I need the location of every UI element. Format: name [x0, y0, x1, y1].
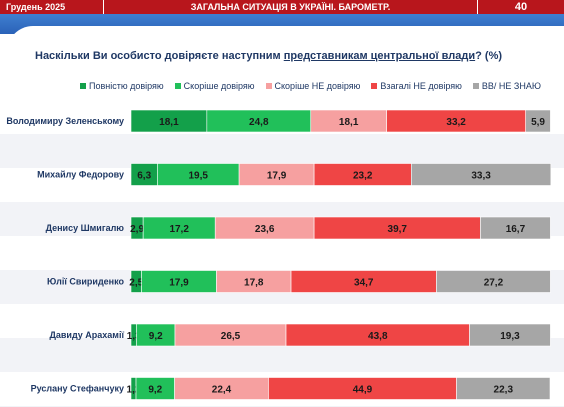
data-label: 6,3	[137, 171, 151, 182]
legend-swatch	[174, 83, 181, 89]
question-suffix: ? (%)	[475, 50, 503, 62]
page-number: 40	[514, 1, 528, 13]
data-label: 16,7	[506, 224, 526, 235]
data-label: 43,8	[368, 331, 388, 342]
data-label: 18,1	[159, 117, 179, 128]
data-label: 39,7	[388, 224, 408, 235]
data-label: 9,2	[148, 385, 162, 396]
legend-label: ВВ/ НЕ ЗНАЮ	[481, 81, 541, 91]
data-label: 17,2	[169, 224, 189, 235]
bar-segment	[456, 377, 551, 400]
data-label: 19,5	[189, 171, 209, 182]
legend-swatch	[80, 83, 86, 89]
legend-swatch	[371, 83, 378, 89]
question-link: представникам центральної влади	[283, 50, 476, 62]
section-title: ЗАГАЛЬНА СИТУАЦІЯ В УКРАЇНІ. БАРОМЕТР.	[104, 0, 478, 14]
category-label: Володимиру Зеленському	[6, 116, 124, 126]
data-label: 34,7	[354, 278, 374, 289]
data-label: 19,3	[500, 331, 520, 342]
legend-item: Скоріше НЕ довіряю	[265, 81, 361, 91]
category-label: Давиду Арахамії	[49, 330, 124, 340]
legend-swatch	[472, 83, 479, 89]
question-prefix: Наскільки Ви особисто довіряєте наступни…	[35, 50, 284, 62]
legend-label: Повністю довіряю	[89, 81, 164, 91]
category-label: Михайлу Федорову	[37, 170, 124, 180]
data-label: 23,2	[353, 171, 373, 182]
category-label: Руслану Стефанчуку	[31, 384, 124, 394]
header-bar: Грудень 2025 ЗАГАЛЬНА СИТУАЦІЯ В УКРАЇНІ…	[0, 0, 564, 14]
legend-item: Взагалі НЕ довіряю	[371, 81, 462, 91]
data-label: 22,3	[494, 385, 514, 396]
data-label: 44,9	[353, 385, 373, 396]
data-label: 5,9	[531, 117, 545, 128]
data-label: 33,3	[471, 171, 491, 182]
data-label: 1,2	[127, 385, 141, 396]
bar-segment	[469, 323, 551, 347]
legend-label: Скоріше довіряю	[183, 81, 255, 91]
legend-item: ВВ/ НЕ ЗНАЮ	[472, 81, 541, 91]
legend-label: Скоріше НЕ довіряю	[274, 81, 361, 91]
category-label: Денису Шмигалю	[46, 223, 125, 233]
chart-question: Наскільки Ви особисто довіряєте наступни…	[35, 50, 502, 62]
chart-legend: Повністю довіряю Скоріше довіряю Скоріше Н…	[80, 79, 552, 93]
data-label: 2,5	[129, 278, 143, 289]
data-label: 18,1	[339, 117, 359, 128]
bar-segment	[436, 270, 551, 293]
chart-background	[0, 100, 564, 407]
legend-item: Скоріше довіряю	[174, 81, 255, 91]
data-label: 24,8	[249, 117, 269, 128]
category-label: Юлії Свириденко	[47, 277, 124, 287]
data-label: 26,5	[221, 331, 241, 342]
data-label: 23,6	[255, 224, 275, 235]
bar-segment	[525, 109, 551, 133]
data-label: 22,4	[212, 385, 232, 396]
data-label: 17,9	[169, 278, 189, 289]
legend-swatch	[265, 83, 272, 89]
data-label: 1,3	[127, 331, 141, 342]
data-label: 9,2	[149, 331, 163, 342]
data-label: 27,2	[484, 278, 504, 289]
bar-segment	[411, 163, 552, 186]
report-date: Грудень 2025	[0, 0, 104, 14]
legend-item: Повністю довіряю	[80, 81, 164, 91]
data-label: 17,9	[267, 171, 287, 182]
legend-label: Взагалі НЕ довіряю	[380, 81, 462, 91]
data-label: 2,9	[130, 224, 144, 235]
data-label: 17,8	[244, 278, 264, 289]
data-label: 33,2	[446, 117, 466, 128]
bar-segment	[480, 216, 551, 240]
